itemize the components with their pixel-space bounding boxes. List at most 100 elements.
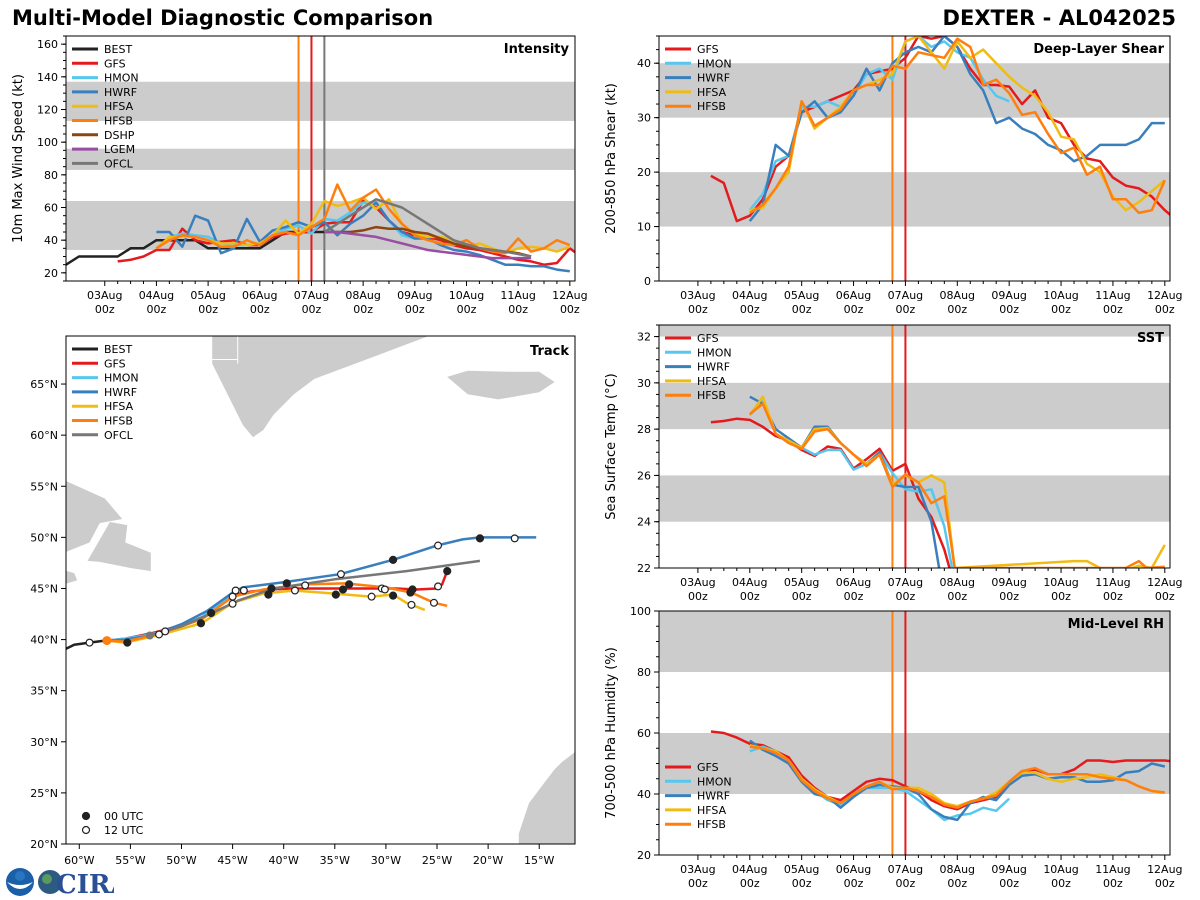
legend-label: GFS: [104, 357, 126, 370]
threshold-band: [659, 733, 1170, 794]
threshold-band: [66, 148, 575, 170]
series-line-gfs: [710, 417, 951, 568]
x-tick-label: 06Aug: [836, 863, 871, 876]
y-tick-label: 100: [37, 136, 58, 149]
track-point-12utc: [510, 534, 519, 543]
panel-title: Track: [530, 344, 569, 359]
x-tick-label: 35°W: [320, 854, 350, 867]
y-tick-label: 0: [644, 275, 651, 288]
x-tick-sublabel: 00z: [947, 590, 967, 603]
chart-track: 20°N 25°N 30°N 35°N 40°N 45°N 50°N 55°N 60°N 65°N…: [30, 335, 576, 867]
track-point-00utc: [196, 619, 206, 628]
chart-rh: 2040608010003Aug00z04Aug00z05Aug00z06Aug…: [604, 605, 1183, 890]
legend-label: HMON: [697, 775, 732, 788]
x-tick-label: 07Aug: [294, 289, 329, 302]
y-tick-label: 50°N: [30, 531, 58, 544]
track-point-12utc: [380, 585, 389, 594]
chart-shear: 01020304003Aug00z04Aug00z05Aug00z06Aug00…: [604, 35, 1183, 316]
y-tick-label: 30: [637, 377, 651, 390]
y-tick-label: 160: [37, 38, 58, 51]
x-tick-label: 08Aug: [940, 863, 975, 876]
x-tick-sublabel: 00z: [947, 303, 967, 316]
legend-label: HWRF: [104, 86, 137, 99]
legend-label: HFSB: [104, 115, 133, 128]
x-tick-label: 20°W: [473, 854, 503, 867]
legend-label: BEST: [104, 43, 132, 56]
track-point-12utc: [290, 586, 299, 595]
x-tick-sublabel: 00z: [1103, 590, 1123, 603]
y-axis-label: 10m Max Wind Speed (kt): [11, 74, 26, 243]
x-tick-label: 05Aug: [784, 576, 819, 589]
y-tick-label: 60: [44, 202, 58, 215]
legend-label: GFS: [104, 57, 126, 70]
y-tick-label: 25°N: [30, 787, 58, 800]
iceland-landmass: [447, 370, 555, 400]
legend-marker-open: [81, 825, 91, 835]
legend-label: HMON: [104, 72, 139, 85]
track-line-ofcl: [149, 559, 481, 637]
threshold-band: [659, 382, 1170, 430]
y-tick-label: 24: [637, 516, 651, 529]
x-tick-sublabel: 00z: [1051, 877, 1071, 890]
y-axis-label: 700-500 hPa Humidity (%): [604, 647, 619, 819]
x-tick-sublabel: 00z: [405, 303, 425, 316]
x-tick-label: 07Aug: [888, 863, 923, 876]
legend-label: OFCL: [104, 429, 134, 442]
y-axis-label: 200-850 hPa Shear (kt): [604, 83, 619, 234]
legend-label: HFSA: [104, 100, 134, 113]
legend-label: GFS: [697, 43, 719, 56]
track-point-12utc: [429, 598, 438, 607]
legend-label: 00 UTC: [104, 810, 144, 823]
chart-sst: 22242628303203Aug00z04Aug00z05Aug00z06Au…: [604, 324, 1183, 603]
legend-label: HFSA: [697, 804, 727, 817]
x-tick-label: 08Aug: [940, 576, 975, 589]
y-tick-label: 40: [637, 57, 651, 70]
plot-frame: [65, 335, 576, 845]
x-tick-sublabel: 00z: [1155, 877, 1175, 890]
x-tick-label: 03Aug: [680, 289, 715, 302]
x-tick-sublabel: 00z: [947, 877, 967, 890]
track-point-00utc: [207, 608, 216, 618]
legend-label: GFS: [697, 332, 719, 345]
y-tick-label: 10: [637, 221, 651, 234]
x-tick-label: 05Aug: [784, 863, 819, 876]
x-tick-sublabel: 00z: [302, 303, 322, 316]
chart-intensity: 2040608010012014016003Aug00z04Aug00z05Au…: [11, 35, 588, 316]
y-tick-label: 100: [630, 605, 651, 618]
x-tick-sublabel: 00z: [1103, 877, 1123, 890]
track-point-00utc: [331, 590, 340, 599]
x-tick-label: 07Aug: [888, 289, 923, 302]
x-tick-sublabel: 00z: [457, 303, 477, 316]
x-tick-label: 40°W: [269, 854, 299, 867]
x-tick-sublabel: 00z: [250, 303, 270, 316]
x-tick-label: 11Aug: [1095, 576, 1130, 589]
x-tick-label: 07Aug: [888, 576, 923, 589]
track-point-12utc: [407, 600, 416, 609]
track-point-00utc: [282, 579, 291, 588]
series-line-hfsb: [749, 37, 1166, 215]
legend-label: LGEM: [104, 143, 135, 156]
threshold-band: [659, 611, 1170, 672]
track-point-12utc: [434, 541, 443, 550]
y-tick-label: 20: [44, 267, 58, 280]
legend-label: DSHP: [104, 129, 135, 142]
series-line-hwrf: [156, 201, 570, 273]
track-line-gfs: [106, 570, 449, 642]
threshold-band: [659, 325, 1170, 337]
series-line-hfsb: [749, 402, 1165, 568]
legend-label: HFSB: [697, 818, 726, 831]
x-tick-sublabel: 00z: [95, 303, 115, 316]
x-tick-label: 11Aug: [1095, 289, 1130, 302]
legend-label: HWRF: [697, 361, 730, 374]
x-tick-sublabel: 00z: [1103, 303, 1123, 316]
noaa-cira-logo: CIRA: [6, 868, 114, 898]
legend-label: OFCL: [104, 157, 134, 170]
y-tick-label: 120: [37, 104, 58, 117]
x-tick-sublabel: 00z: [792, 877, 812, 890]
panel-title: Intensity: [504, 42, 570, 57]
x-tick-sublabel: 00z: [688, 303, 708, 316]
y-tick-label: 40: [637, 788, 651, 801]
x-tick-label: 25°W: [422, 854, 452, 867]
legend-label: GFS: [697, 761, 719, 774]
track-point-00utc: [345, 580, 354, 589]
